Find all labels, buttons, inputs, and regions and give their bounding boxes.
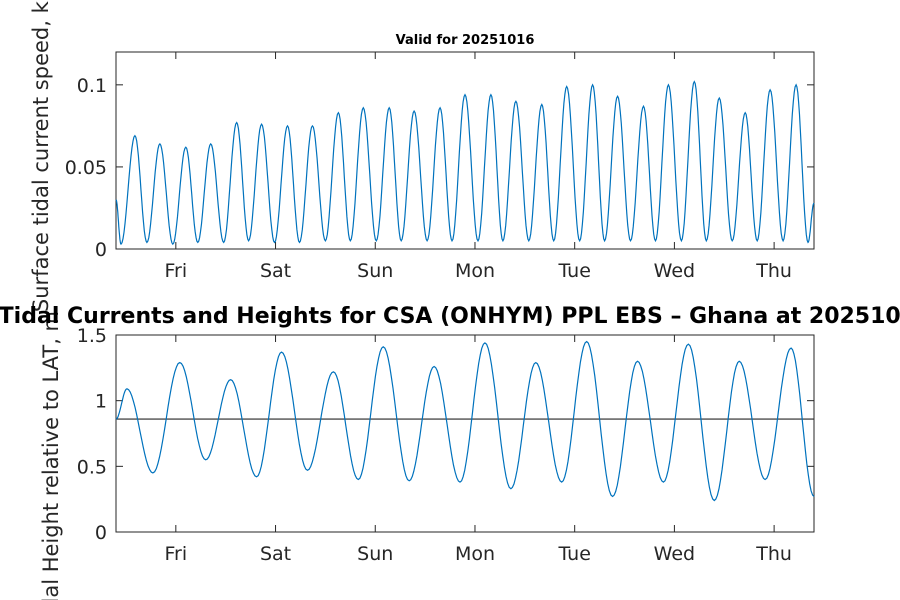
current-speed-panel: 0 0.05 0.1 Fri Sat Sun Mon Tue Wed Thu Valid for… [29, 0, 815, 312]
current-speed-x-tick-label: Tue [557, 260, 590, 282]
tidal-height-y-tick-label: 1.5 [77, 325, 107, 347]
tidal-height-y-label: Tidal Height relative to LAT, m [39, 311, 63, 600]
current-speed-y-tick-label: 0 [95, 239, 107, 261]
tidal-height-x-ticks: Fri Sat Sun Mon Tue Wed Thu [165, 335, 792, 565]
current-speed-y-ticks: 0 0.05 0.1 [65, 75, 814, 261]
tidal-height-x-tick-label: Sun [357, 543, 393, 565]
current-speed-series-line [115, 80, 815, 246]
tidal-height-axes [115, 334, 815, 533]
current-speed-title: Valid for 20251016 [396, 33, 535, 48]
current-speed-x-tick-label: Sat [260, 260, 291, 282]
current-speed-x-tick-label: Wed [654, 260, 695, 282]
current-speed-y-tick-label: 0.1 [77, 75, 107, 97]
tidal-height-series-line [115, 340, 815, 502]
tidal-height-y-tick-label: 1 [95, 391, 107, 413]
current-speed-x-tick-label: Mon [455, 260, 495, 282]
tidal-height-y-tick-label: 0 [95, 522, 107, 544]
tidal-height-x-tick-label: Thu [755, 543, 792, 565]
main-title: Tidal Currents and Heights for CSA (ONHY… [0, 304, 900, 329]
tidal-height-x-tick-label: Mon [455, 543, 495, 565]
tidal-height-panel: 0 0.5 1 1.5 Fri Sat Sun Mon Tue Wed Thu Tidal Hei… [39, 311, 815, 600]
current-speed-x-ticks: Fri Sat Sun Mon Tue Wed Thu [165, 52, 792, 282]
current-speed-x-tick-label: Fri [165, 260, 188, 282]
current-speed-x-tick-label: Thu [755, 260, 792, 282]
current-speed-y-label: Surface tidal current speed, kn [29, 0, 53, 312]
tidal-height-x-tick-label: Sat [260, 543, 291, 565]
tidal-height-y-tick-label: 0.5 [77, 456, 107, 478]
current-speed-x-tick-label: Sun [357, 260, 393, 282]
tidal-height-x-tick-label: Fri [165, 543, 188, 565]
tidal-height-y-ticks: 0 0.5 1 1.5 [77, 325, 814, 544]
current-speed-y-tick-label: 0.05 [65, 157, 107, 179]
tidal-height-x-tick-label: Wed [654, 543, 695, 565]
tidal-height-x-tick-label: Tue [557, 543, 590, 565]
